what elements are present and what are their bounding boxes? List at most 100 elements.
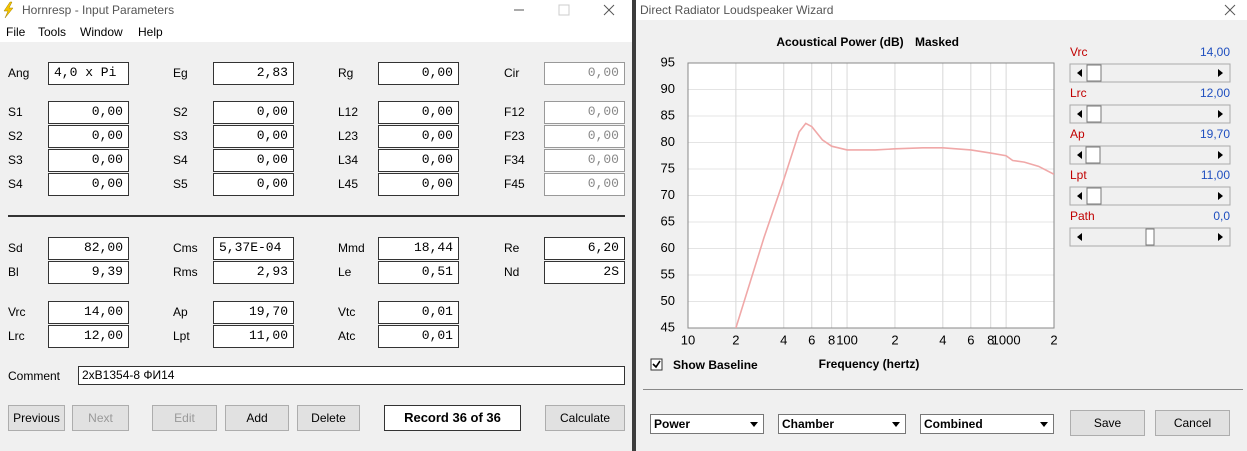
field-input[interactable]: 0,00 xyxy=(544,125,625,148)
x-axis-label: Frequency (hertz) xyxy=(819,357,920,371)
slider-label: Lrc xyxy=(1070,86,1087,100)
record-box: Record 36 of 36 xyxy=(384,405,521,431)
button[interactable]: Calculate xyxy=(545,405,625,431)
field-input[interactable]: 18,44 xyxy=(378,237,459,260)
slider-track xyxy=(1069,63,1231,83)
field-label: Rg xyxy=(338,66,354,80)
field-input[interactable]: 9,39 xyxy=(48,261,129,284)
x-tick-label: 4 xyxy=(939,332,946,347)
x-tick-label: 6 xyxy=(967,332,974,347)
field-input[interactable]: 2S xyxy=(544,261,625,284)
field-label: S4 xyxy=(8,177,23,191)
field-input[interactable]: 0,00 xyxy=(544,173,625,196)
field-label: Atc xyxy=(338,329,356,343)
slider-thumb xyxy=(1086,105,1102,123)
field-label: Bl xyxy=(8,265,19,279)
left-title-bar xyxy=(0,0,632,20)
slider-arrow xyxy=(1218,233,1223,241)
field-input[interactable]: 0,01 xyxy=(378,301,459,324)
slider-label: Ap xyxy=(1070,127,1085,141)
y-tick-label: 85 xyxy=(661,107,675,122)
field-input[interactable]: 0,00 xyxy=(213,101,294,124)
button: Edit xyxy=(152,405,217,431)
plot-border xyxy=(687,62,1055,329)
dropdown[interactable]: Chamber xyxy=(778,414,906,434)
slider-arrow xyxy=(1077,151,1082,159)
button[interactable]: Add xyxy=(225,405,289,431)
field-input[interactable]: 0,00 xyxy=(213,125,294,148)
y-tick-label: 75 xyxy=(661,160,675,175)
field-input[interactable]: 14,00 xyxy=(48,301,129,324)
slider-arrow xyxy=(1218,110,1223,118)
field-input[interactable]: 6,20 xyxy=(544,237,625,260)
slider-arrow xyxy=(1077,110,1082,118)
y-tick-label: 55 xyxy=(661,266,675,281)
field-input[interactable]: 0,00 xyxy=(213,149,294,172)
field-label: S3 xyxy=(8,153,23,167)
field-input[interactable]: 0,00 xyxy=(48,149,129,172)
field-input[interactable]: 4,0 x Pi xyxy=(48,62,129,85)
app-icon xyxy=(3,1,14,19)
x-tick-label: 8 xyxy=(828,332,835,347)
slider-track xyxy=(1069,145,1231,165)
window-title: Direct Radiator Loudspeaker Wizard xyxy=(640,3,834,17)
x-tick-label: 4 xyxy=(780,332,787,347)
field-input[interactable]: 0,51 xyxy=(378,261,459,284)
field-input[interactable]: 5,37E-04 xyxy=(213,237,294,260)
y-tick-label: 65 xyxy=(661,213,675,228)
field-input[interactable]: 11,00 xyxy=(213,325,294,348)
field-input[interactable]: 0,01 xyxy=(378,325,459,348)
separator xyxy=(643,389,1243,390)
y-tick-label: 70 xyxy=(661,187,675,202)
field-input[interactable]: 0,00 xyxy=(544,101,625,124)
field-input[interactable]: 0,00 xyxy=(378,125,459,148)
field-input[interactable]: 19,70 xyxy=(213,301,294,324)
dropdown[interactable]: Combined xyxy=(920,414,1054,434)
field-input[interactable]: 2,93 xyxy=(213,261,294,284)
slider-track xyxy=(1069,186,1231,206)
field-label: Lpt xyxy=(173,329,190,343)
field-label: Mmd xyxy=(338,241,365,255)
field-input[interactable]: 0,00 xyxy=(48,125,129,148)
button[interactable]: Delete xyxy=(297,405,360,431)
field-input[interactable]: 0,00 xyxy=(378,101,459,124)
button[interactable]: Save xyxy=(1070,410,1145,436)
field-label: Vtc xyxy=(338,305,356,319)
slider-label: Path xyxy=(1070,209,1095,223)
dropdown[interactable]: Power xyxy=(650,414,764,434)
slider-value: 19,70 xyxy=(1199,127,1230,141)
field-input[interactable]: 12,00 xyxy=(48,325,129,348)
field-label: L45 xyxy=(338,177,359,191)
field-input[interactable]: 0,00 xyxy=(378,173,459,196)
slider-value: 14,00 xyxy=(1199,45,1230,59)
field-input[interactable]: 0,00 xyxy=(213,173,294,196)
menu-item[interactable]: Tools xyxy=(38,25,67,39)
menu-item[interactable]: File xyxy=(6,25,26,39)
button[interactable]: Cancel xyxy=(1155,410,1230,436)
field-input[interactable]: 82,00 xyxy=(48,237,129,260)
slider-arrow xyxy=(1218,151,1223,159)
slider-value: 11,00 xyxy=(1200,168,1230,182)
field-input[interactable]: 0,00 xyxy=(48,173,129,196)
slider-track xyxy=(1069,104,1231,124)
field-label: S5 xyxy=(173,177,188,191)
menu-item[interactable]: Help xyxy=(138,25,163,39)
field-input[interactable]: 0,00 xyxy=(544,62,625,85)
field-input[interactable]: 0,00 xyxy=(544,149,625,172)
menu-item[interactable]: Window xyxy=(80,25,123,39)
field-label: Vrc xyxy=(8,305,26,319)
comment-input[interactable]: 2xB1354-8 ФИ14 xyxy=(78,366,625,385)
field-input[interactable]: 0,00 xyxy=(48,101,129,124)
slider-thumb xyxy=(1086,64,1102,82)
field-input[interactable]: 0,00 xyxy=(378,62,459,85)
checkbox xyxy=(650,358,663,371)
slider-arrow xyxy=(1218,192,1223,200)
y-tick-label: 60 xyxy=(661,240,675,255)
field-input[interactable]: 0,00 xyxy=(378,149,459,172)
dropdown-arrow xyxy=(892,422,900,427)
field-input[interactable]: 2,83 xyxy=(213,62,294,85)
checkbox-label[interactable]: Show Baseline xyxy=(673,358,758,372)
button[interactable]: Previous xyxy=(8,405,65,431)
window-divider xyxy=(632,0,636,451)
